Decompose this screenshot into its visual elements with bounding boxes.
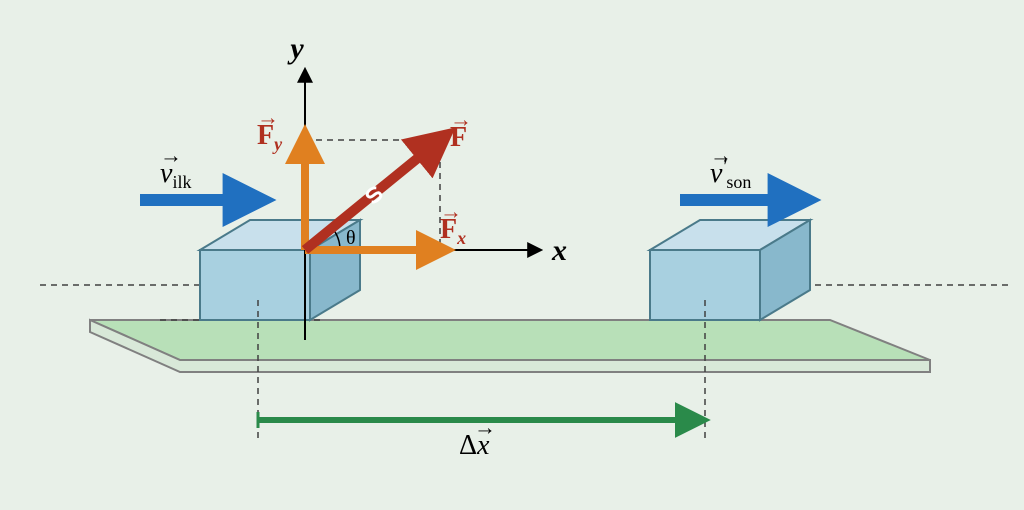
theta-label: θ xyxy=(346,227,356,249)
canvas-bg xyxy=(0,0,1024,510)
x-axis-label: x xyxy=(551,234,567,267)
svg-text:F: F xyxy=(450,122,467,153)
svg-text:Δx: Δx xyxy=(459,430,490,461)
block-final xyxy=(650,220,810,320)
y-axis-label: y xyxy=(287,32,304,65)
platform xyxy=(90,320,930,372)
